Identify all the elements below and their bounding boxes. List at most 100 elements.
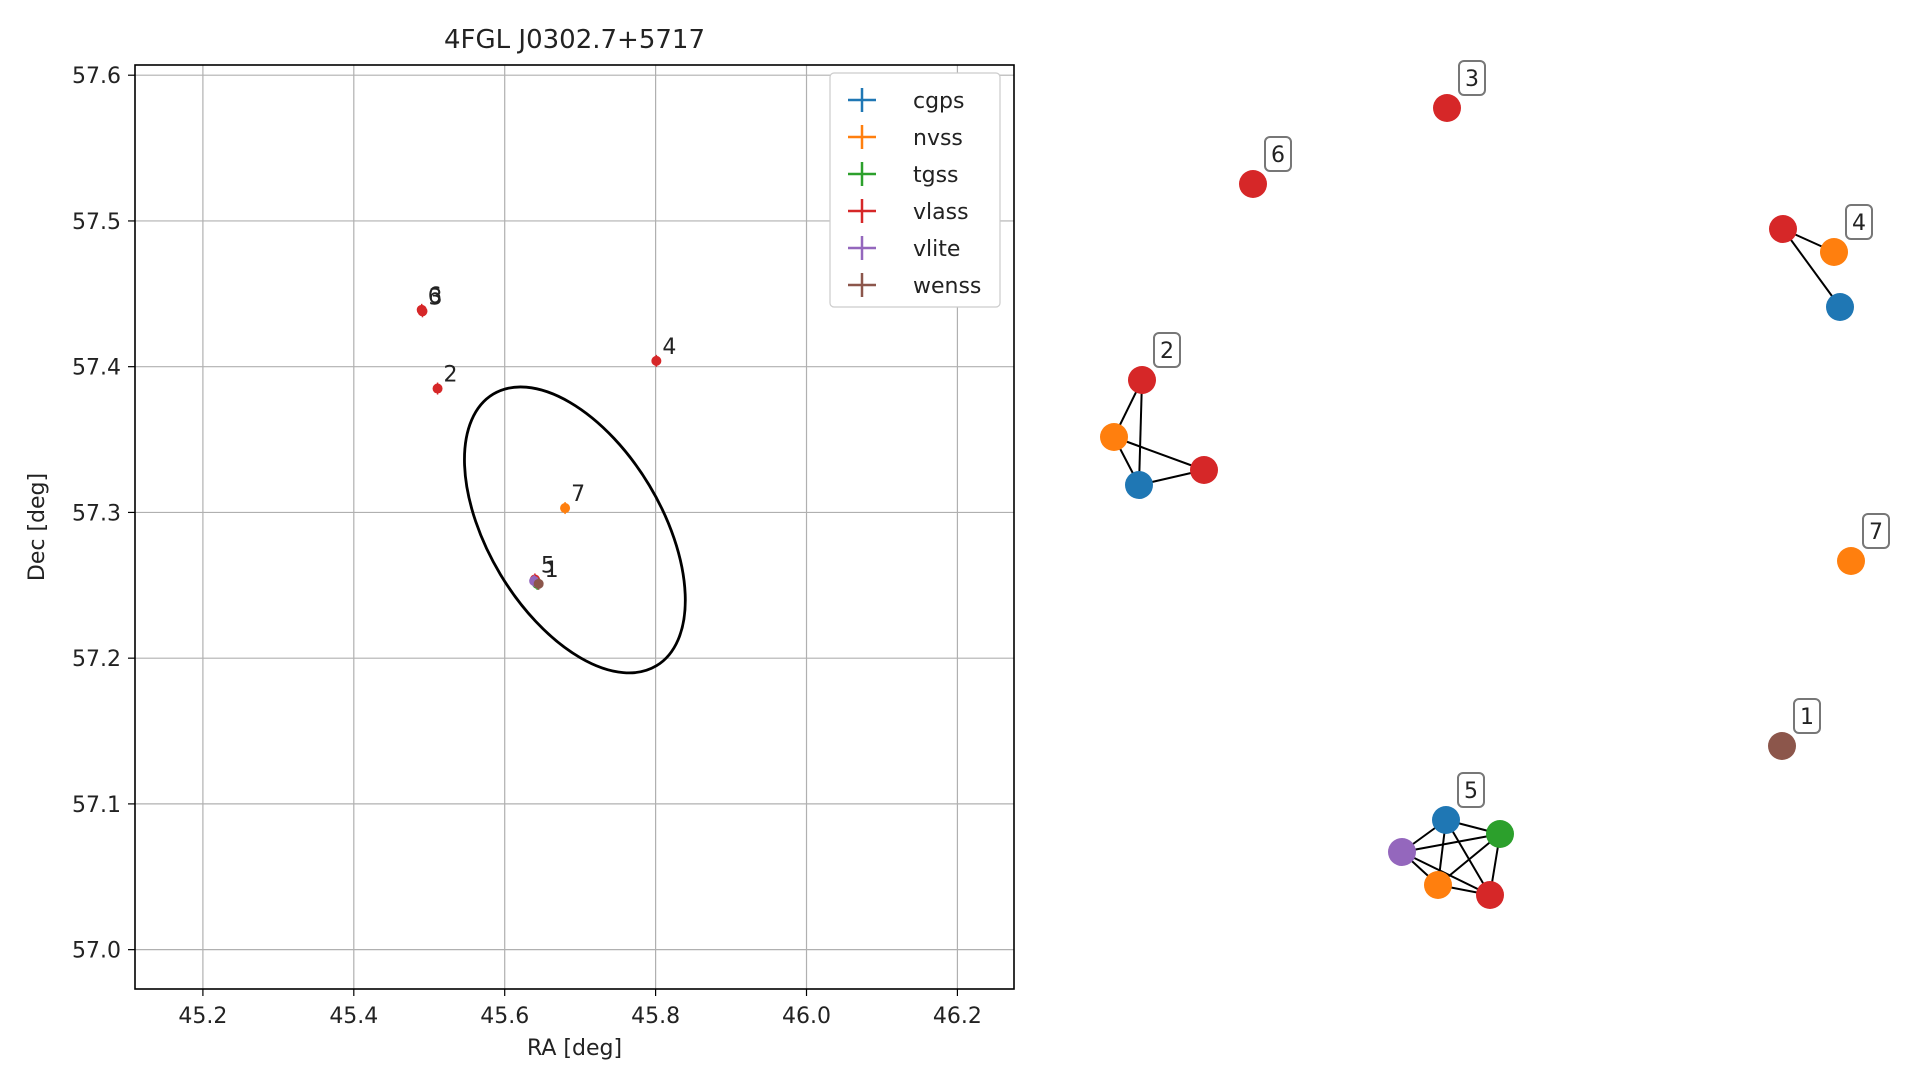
y-tick-label: 57.4 — [72, 356, 121, 381]
legend-label: nvss — [913, 126, 963, 151]
scatter-panel: 7 63 2 4 51 45.2 45.4 45.6 45.8 46.0 46.2 57.0 57.1… — [25, 25, 1015, 1061]
legend-label: vlite — [913, 237, 960, 262]
network-node — [1190, 456, 1218, 484]
group-label: 1 — [1793, 698, 1821, 734]
network-node — [1432, 806, 1460, 834]
group-label-box — [1845, 204, 1873, 240]
point-label: 7 — [571, 482, 585, 507]
group-label: 4 — [1845, 204, 1873, 240]
network-edge — [1138, 379, 1143, 486]
group-label-box — [1862, 513, 1890, 549]
x-tick-label: 46.2 — [933, 1004, 982, 1029]
legend-item-tgss: tgss — [848, 162, 959, 188]
legend-label: wenss — [913, 274, 981, 299]
group-label-text: 5 — [1464, 779, 1478, 804]
network-node — [1100, 423, 1128, 451]
network-node — [1424, 871, 1452, 899]
group-label: 7 — [1862, 513, 1890, 549]
network-node — [1239, 170, 1267, 198]
network-node — [1820, 238, 1848, 266]
group-label: 2 — [1153, 332, 1181, 368]
x-axis-label: RA [deg] — [527, 1036, 622, 1061]
group-label: 6 — [1264, 136, 1292, 172]
legend: cgps nvss tgss vlass vlite wenss — [829, 72, 1001, 308]
legend-item-nvss: nvss — [848, 125, 963, 151]
point-vlass — [651, 354, 662, 367]
data-point — [533, 578, 544, 589]
data-point — [432, 383, 443, 394]
point-wenss — [533, 577, 544, 590]
data-point — [560, 503, 571, 514]
group-label: 3 — [1458, 60, 1486, 96]
group-label-box — [1457, 772, 1485, 808]
legend-label: cgps — [913, 89, 965, 114]
group-label-text: 1 — [1800, 705, 1814, 730]
network-node — [1826, 293, 1854, 321]
group-label-box — [1458, 60, 1486, 96]
group-label-text: 4 — [1852, 211, 1866, 236]
group-label-text: 6 — [1271, 143, 1285, 168]
localization-ellipse-layer — [463, 385, 687, 675]
group-label: 5 — [1457, 772, 1485, 808]
legend-label: vlass — [913, 200, 969, 225]
network-node — [1768, 732, 1796, 760]
network-edge — [1445, 819, 1491, 896]
network-node — [1433, 94, 1461, 122]
y-tick-label: 57.0 — [72, 939, 121, 964]
network-node — [1476, 881, 1504, 909]
legend-item-cgps: cgps — [848, 88, 965, 114]
network-node — [1388, 838, 1416, 866]
x-tick-label: 45.4 — [329, 1004, 378, 1029]
data-point — [651, 355, 662, 366]
point-nvss — [560, 502, 571, 515]
y-tick-label: 57.2 — [72, 647, 121, 672]
chart-title: 4FGL J0302.7+5717 — [444, 25, 705, 55]
point-label: 6 — [428, 284, 442, 309]
group-label-text: 2 — [1160, 339, 1174, 364]
x-tick-label: 46.0 — [782, 1004, 831, 1029]
y-tick-label: 57.1 — [72, 793, 121, 818]
legend-item-wenss: wenss — [848, 273, 981, 299]
x-tick-label: 45.6 — [480, 1004, 529, 1029]
network-edge — [1782, 228, 1841, 308]
y-tick-label: 57.5 — [72, 210, 121, 235]
data-point — [417, 306, 428, 317]
axis-ticks: 45.2 45.4 45.6 45.8 46.0 46.2 57.0 57.1 57.2 57.3… — [72, 64, 982, 1029]
network-node — [1125, 471, 1153, 499]
group-label-text: 3 — [1465, 67, 1479, 92]
point-label: 4 — [662, 335, 676, 360]
x-tick-label: 45.8 — [631, 1004, 680, 1029]
scatter-points: 7 63 2 4 51 — [416, 284, 676, 590]
y-tick-label: 57.6 — [72, 64, 121, 89]
group-label-box — [1793, 698, 1821, 734]
point-label: 5 — [541, 553, 555, 578]
network-node — [1837, 547, 1865, 575]
network-edge — [1401, 851, 1491, 896]
legend-label: tgss — [913, 163, 959, 188]
point-label: 3 — [428, 285, 442, 310]
network-panel: 3 6 4 2 7 1 5 — [1100, 60, 1890, 909]
plot-frame — [134, 64, 1015, 990]
point-label: 1 — [545, 558, 559, 583]
x-tick-label: 45.2 — [178, 1004, 227, 1029]
network-node — [1486, 820, 1514, 848]
legend-items: cgps nvss tgss vlass vlite wenss — [848, 88, 981, 299]
network-node — [1128, 366, 1156, 394]
network-group-labels: 3 6 4 2 7 1 5 — [1153, 60, 1890, 808]
point-vlass — [417, 305, 428, 318]
localization-ellipse — [463, 385, 687, 675]
legend-item-vlass: vlass — [848, 199, 969, 225]
group-label-box — [1153, 332, 1181, 368]
group-label-box — [1264, 136, 1292, 172]
point-label: 2 — [444, 363, 458, 388]
network-edge — [1113, 436, 1205, 471]
group-label-text: 7 — [1869, 520, 1883, 545]
network-nodes — [1100, 94, 1865, 909]
y-tick-label: 57.3 — [72, 501, 121, 526]
grid — [135, 65, 1014, 989]
network-edge — [1401, 833, 1501, 853]
network-node — [1769, 215, 1797, 243]
y-axis-label: Dec [deg] — [25, 473, 50, 581]
legend-item-vlite: vlite — [848, 236, 960, 262]
